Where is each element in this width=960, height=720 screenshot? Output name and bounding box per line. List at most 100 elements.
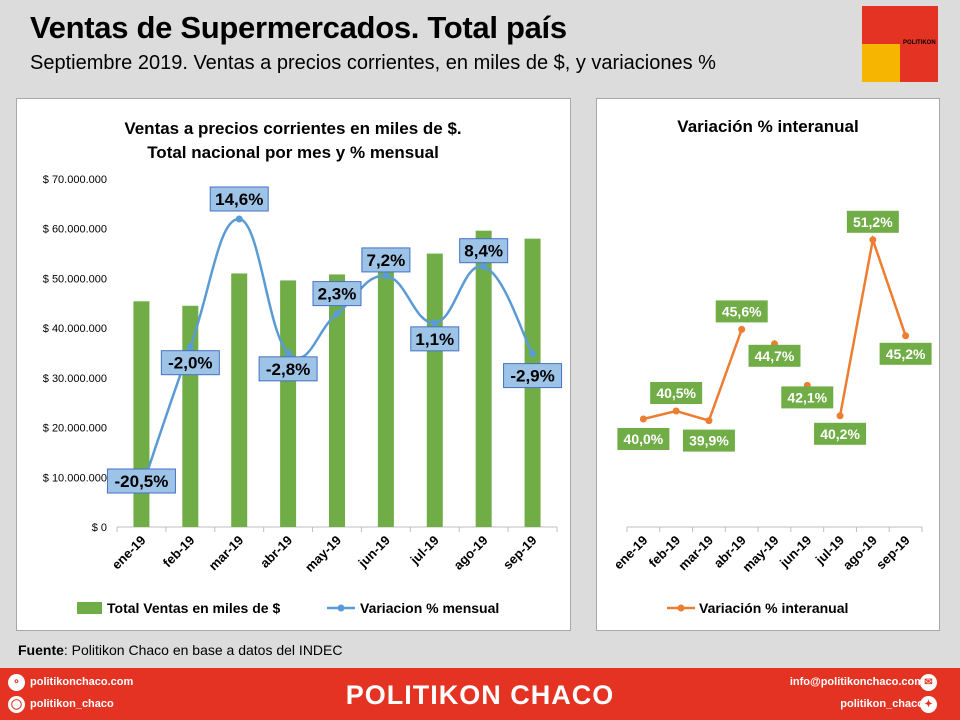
- bar: [329, 274, 345, 527]
- page-subtitle: Septiembre 2019. Ventas a precios corrie…: [30, 52, 716, 74]
- chart-title: Variación % interanual: [677, 117, 858, 136]
- footer-instagram[interactable]: politikon_chaco: [30, 698, 114, 710]
- data-label: 1,1%: [415, 330, 454, 349]
- data-label: 7,2%: [367, 251, 406, 270]
- chart-title: Ventas a precios corrientes en miles de …: [124, 119, 461, 138]
- data-label-box: [650, 382, 703, 404]
- data-label-box: [617, 428, 670, 450]
- x-tick-label: jun-19: [776, 533, 814, 571]
- footer-web[interactable]: politikonchaco.com: [30, 676, 134, 688]
- footer-brand: POLITIKON CHACO: [345, 680, 615, 710]
- y-tick-label: $ 20.000.000: [43, 423, 107, 435]
- instagram-icon: ◯: [8, 696, 25, 713]
- monthly-sales-chart-panel: Ventas a precios corrientes en miles de …: [16, 98, 571, 631]
- footer-twitter[interactable]: politikon_chaco: [840, 698, 924, 710]
- x-tick-label: may-19: [302, 533, 344, 575]
- data-label-box: [410, 326, 460, 352]
- logo-square: [862, 44, 900, 82]
- line-series-path: [140, 217, 534, 490]
- y-tick-label: $ 70.000.000: [43, 174, 107, 186]
- data-label-box: [459, 238, 509, 264]
- line-point: [431, 319, 439, 327]
- footer-email[interactable]: info@politikonchaco.com: [789, 676, 924, 688]
- data-label: -2,0%: [168, 354, 212, 373]
- data-label: 2,3%: [318, 285, 357, 304]
- data-label: 40,2%: [820, 426, 860, 442]
- data-label: 40,5%: [656, 385, 696, 401]
- bar: [182, 305, 199, 527]
- legend-bar-swatch: [77, 602, 102, 614]
- bar: [426, 253, 443, 528]
- line-point: [333, 310, 341, 318]
- x-tick-label: jun-19: [355, 533, 393, 571]
- data-label-box: [312, 281, 362, 307]
- x-tick-label: ago-19: [451, 533, 491, 573]
- data-label: 51,2%: [853, 214, 893, 230]
- bar: [280, 280, 297, 527]
- data-label: -20,5%: [115, 472, 169, 491]
- legend-label: Total Ventas en miles de $: [107, 600, 280, 616]
- legend-label: Variacion % mensual: [360, 600, 499, 616]
- footer: ⚬ politikonchaco.com ◯ politikon_chaco P…: [0, 668, 960, 720]
- source-note: Fuente: Politikon Chaco en base a datos …: [18, 642, 343, 658]
- line-point: [480, 263, 488, 271]
- bar: [377, 256, 394, 527]
- yoy-variation-chart: Variación % interanual 40,0% 40,5% 39,9% 45,…: [611, 117, 932, 616]
- y-tick-label: $ 0: [92, 522, 107, 534]
- x-tick-label: ene-19: [611, 533, 651, 573]
- data-label: 42,1%: [787, 389, 827, 405]
- y-tick-label: $ 10.000.000: [43, 472, 107, 484]
- y-tick-label: $ 40.000.000: [43, 323, 107, 335]
- bar: [231, 273, 248, 527]
- line-point: [836, 412, 844, 420]
- data-label: 45,6%: [722, 303, 762, 319]
- data-label: 8,4%: [464, 242, 503, 261]
- data-label-box: [715, 300, 768, 323]
- y-tick-label: $ 60.000.000: [43, 224, 107, 236]
- x-tick-label: sep-19: [873, 533, 913, 573]
- data-label: -2,8%: [266, 360, 310, 379]
- x-tick-label: sep-19: [500, 533, 540, 573]
- data-label-box: [160, 350, 220, 376]
- legend-line-marker: [677, 604, 685, 612]
- y-tick-label: $ 30.000.000: [43, 373, 107, 385]
- logo-square: [900, 44, 938, 82]
- yoy-variation-chart-panel: Variación % interanual 40,0% 40,5% 39,9% 45,…: [596, 98, 940, 631]
- bar: [475, 230, 492, 527]
- x-tick-label: jul-19: [407, 533, 442, 568]
- legend-label: Variación % interanual: [699, 600, 848, 616]
- line-point: [186, 343, 194, 351]
- header: Ventas de Supermercados. Total país Sept…: [0, 0, 960, 92]
- line-point: [902, 332, 910, 340]
- data-label-box: [748, 344, 801, 367]
- x-tick-label: feb-19: [160, 533, 198, 571]
- data-label-box: [846, 210, 899, 233]
- line-point: [705, 417, 713, 425]
- logo-square: [900, 6, 938, 44]
- email-icon: ✉: [920, 674, 937, 691]
- web-icon: ⚬: [8, 674, 25, 691]
- twitter-icon: ✦: [920, 696, 937, 713]
- data-label: -2,9%: [510, 367, 554, 386]
- line-point: [382, 272, 390, 280]
- legend-line-marker: [337, 604, 345, 612]
- data-label-box: [258, 356, 318, 382]
- page-title: Ventas de Supermercados. Total país: [30, 10, 567, 45]
- data-label: 45,2%: [886, 346, 926, 362]
- x-tick-label: mar-19: [206, 533, 247, 574]
- line-point: [284, 349, 292, 357]
- monthly-sales-chart: Ventas a precios corrientes en miles de …: [43, 119, 563, 616]
- x-tick-label: abr-19: [257, 533, 295, 571]
- data-label: 14,6%: [215, 190, 263, 209]
- data-label: 39,9%: [689, 433, 729, 449]
- data-label-box: [503, 363, 563, 389]
- data-label-box: [879, 342, 932, 365]
- chart-title: Total nacional por mes y % mensual: [147, 143, 439, 162]
- line-point: [235, 215, 243, 223]
- x-tick-label: ene-19: [109, 533, 149, 573]
- line-point: [869, 236, 877, 244]
- line-point: [738, 325, 746, 333]
- line-point: [639, 415, 647, 423]
- politikon-logo: POLITIKON: [862, 6, 938, 82]
- x-tick-label: ago-19: [840, 533, 880, 573]
